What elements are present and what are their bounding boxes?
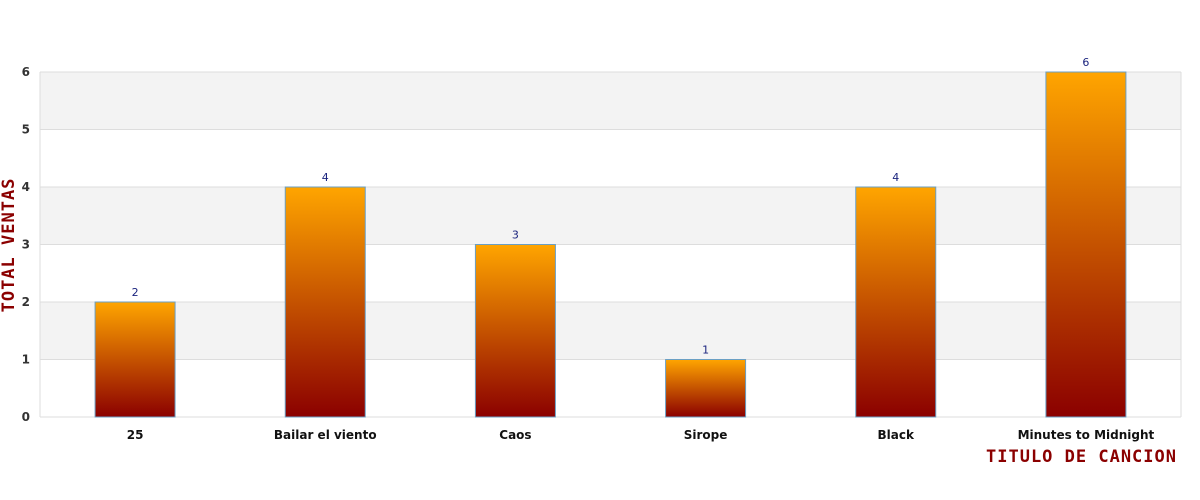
y-axis-ticks: 0 1 2 3 4 5 6 <box>22 65 30 424</box>
y-tick-label: 1 <box>22 353 30 367</box>
grid-bands <box>40 72 1181 360</box>
grid-band <box>40 72 1181 130</box>
x-tick-label: Bailar el viento <box>274 428 377 442</box>
y-tick-label: 6 <box>22 65 30 79</box>
x-axis-ticks: 25 Bailar el viento Caos Sirope Black Minutes… <box>127 428 1155 442</box>
data-label: 4 <box>892 171 899 184</box>
bar <box>665 359 747 418</box>
bar <box>474 244 556 418</box>
y-tick-label: 0 <box>22 410 30 424</box>
x-tick-label: 25 <box>127 428 144 442</box>
bar <box>1045 71 1127 418</box>
bar <box>284 186 366 418</box>
data-label: 1 <box>702 344 709 357</box>
x-tick-label: Black <box>878 428 915 442</box>
y-tick-label: 5 <box>22 123 30 137</box>
x-axis-title: TITULO DE CANCION <box>986 447 1177 467</box>
data-label: 3 <box>512 229 519 242</box>
grid-band <box>40 187 1181 245</box>
x-tick-label: Sirope <box>684 428 728 442</box>
data-label: 2 <box>132 286 139 299</box>
x-tick-label: Minutes to Midnight <box>1018 428 1155 442</box>
y-axis-title: TOTAL VENTAS <box>0 178 19 313</box>
y-tick-label: 3 <box>22 238 30 252</box>
bar <box>94 301 176 418</box>
bars <box>94 71 1127 418</box>
data-label: 4 <box>322 171 329 184</box>
bar <box>855 186 937 418</box>
y-tick-label: 2 <box>22 295 30 309</box>
grid-lines <box>39 71 1182 418</box>
data-labels: 2 4 3 1 4 6 <box>132 56 1090 357</box>
grid-band <box>40 302 1181 360</box>
x-tick-label: Caos <box>499 428 531 442</box>
y-tick-label: 4 <box>22 180 30 194</box>
data-label: 6 <box>1082 56 1089 69</box>
